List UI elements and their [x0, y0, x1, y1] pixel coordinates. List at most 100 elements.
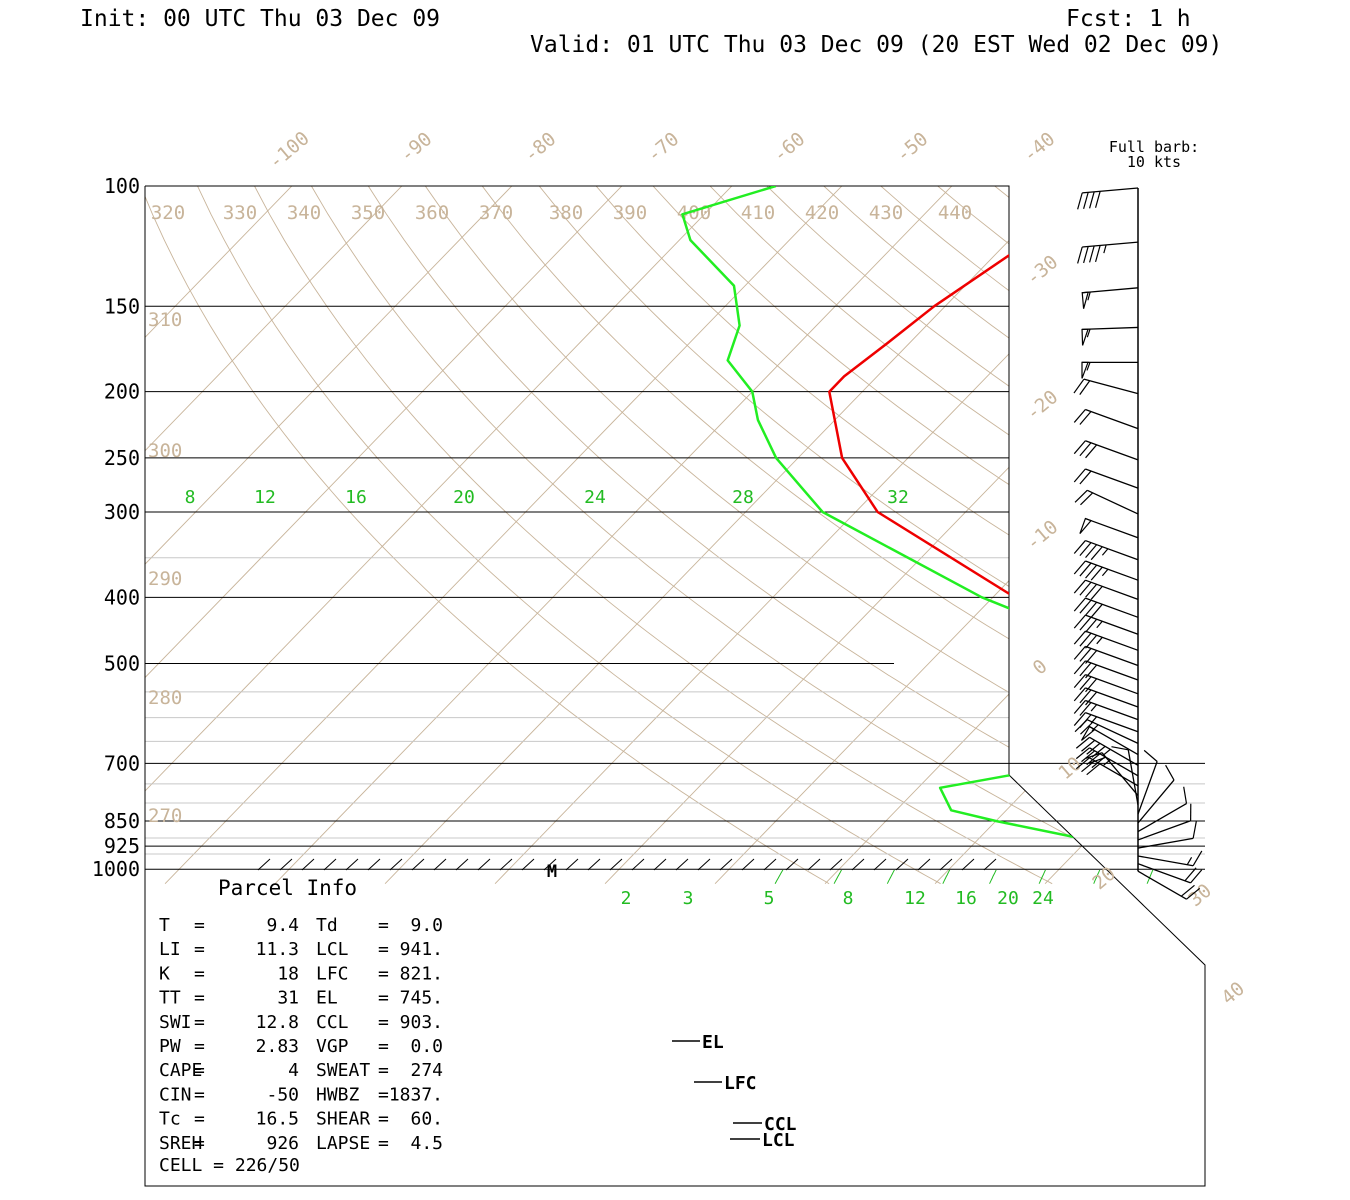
- barb-shaft: [1127, 749, 1139, 806]
- theta-label: 370: [479, 202, 513, 224]
- theta-label: 310: [148, 309, 182, 331]
- mixing-ratio-line: [833, 870, 843, 884]
- barb-half-flag: [1096, 620, 1103, 629]
- barb-flag: [1111, 746, 1129, 751]
- barb-half-flag: [1091, 724, 1099, 732]
- pressure-label: 150: [104, 294, 140, 318]
- mixing-ratio-line: [1242, 675, 1321, 869]
- mixing-ratio-line: [1206, 664, 1299, 884]
- barb-flag: [1094, 191, 1101, 208]
- wind-barb: [1074, 719, 1139, 744]
- barb-flag: [1085, 583, 1098, 598]
- barb-flag: [1079, 581, 1092, 596]
- wind-barb: [1073, 687, 1139, 708]
- dry-adiabat-line: [459, 186, 1205, 885]
- parcel-param-label: SREH: [159, 1133, 202, 1154]
- parcel-param-label: T: [159, 915, 170, 936]
- parcel-equals: =: [378, 1133, 389, 1154]
- barb-pennant: [1079, 517, 1093, 534]
- pressure-label: 300: [104, 500, 140, 524]
- barb-flag: [1079, 662, 1092, 677]
- wind-barb: [1137, 821, 1197, 849]
- barb-flag: [1079, 380, 1091, 395]
- mixing-ratio-line: [1100, 392, 1247, 664]
- barb-shaft: [1082, 326, 1139, 331]
- parcel-param-value: 941.: [400, 939, 443, 960]
- level-label: CCL: [764, 1114, 797, 1135]
- dry-adiabat-line: [1067, 186, 1205, 885]
- hatch-mark: [719, 858, 733, 871]
- wind-barb: [1137, 863, 1203, 884]
- barb-pennant: [1081, 361, 1089, 379]
- barb-flag: [1073, 712, 1086, 726]
- barb-flag: [1085, 752, 1103, 759]
- parcel-param-value: 0.0: [410, 1036, 443, 1057]
- barb-shaft: [1089, 757, 1139, 787]
- theta-label: 390: [613, 202, 647, 224]
- mixing-ratio-label: 24: [584, 487, 606, 508]
- hatch-mark: [895, 858, 909, 871]
- parcel-param-label: TT: [159, 988, 181, 1009]
- freezing-level-marker: M: [547, 862, 557, 882]
- barb-flag: [1079, 470, 1092, 485]
- barb-flag: [1090, 546, 1103, 561]
- parcel-equals: =: [194, 939, 205, 960]
- barb-shaft: [1085, 597, 1139, 618]
- mixing-ratio-label: 20: [997, 888, 1019, 909]
- theta-label: 420: [805, 202, 839, 224]
- barb-flag: [1075, 747, 1090, 760]
- parcel-equals: =: [378, 1109, 389, 1130]
- parcel-equals: =: [378, 963, 389, 984]
- barb-flag: [1077, 246, 1083, 264]
- wind-barb: [1075, 757, 1139, 787]
- barb-flag: [1080, 492, 1094, 506]
- parcel-param-value: 4.5: [410, 1133, 443, 1154]
- mixing-ratio-line: [886, 870, 895, 884]
- hatch-mark: [785, 858, 799, 871]
- barb-flag: [1079, 648, 1092, 662]
- barb-shaft: [1085, 630, 1139, 651]
- isotherm-line: [604, 186, 1205, 884]
- parcel-equals: =: [194, 988, 205, 1009]
- parcel-param-value: 926: [266, 1133, 299, 1154]
- barb-flag: [1090, 603, 1103, 618]
- barb-shaft: [1085, 660, 1139, 681]
- dry-adiabat-line: [625, 186, 1205, 885]
- barb-flag: [1183, 786, 1188, 804]
- barb-half-flag: [1103, 748, 1111, 756]
- theta-label: 300: [148, 440, 182, 462]
- hatch-mark: [653, 858, 667, 871]
- dry-adiabat-line: [238, 186, 1053, 885]
- barb-shaft: [1089, 747, 1139, 777]
- barb-flag: [1086, 753, 1101, 766]
- barb-flag: [1085, 634, 1098, 649]
- barb-shaft: [1086, 489, 1139, 515]
- valid-time: Valid: 01 UTC Thu 03 Dec 09 (20 EST Wed …: [530, 32, 1222, 58]
- barb-flag: [1073, 614, 1086, 629]
- parcel-param-value: 12.8: [256, 1012, 299, 1033]
- mixing-ratio-label: 12: [904, 888, 926, 909]
- pressure-label: 100: [104, 174, 140, 198]
- barb-flag: [1186, 887, 1201, 900]
- parcel-param-value: 11.3: [256, 939, 299, 960]
- parcel-param-label: EL: [316, 988, 338, 1009]
- isotherm-label: 10: [1054, 753, 1086, 785]
- isotherm-line: [494, 186, 1203, 884]
- barb-flag: [1081, 760, 1096, 773]
- barb-flag: [1090, 585, 1103, 600]
- parcel-info-title: Parcel Info: [218, 876, 357, 900]
- barb-shaft: [1085, 539, 1139, 561]
- barb-flag: [1086, 742, 1101, 755]
- theta-label: 400: [677, 202, 711, 224]
- parcel-info-panel: Parcel Info T = 9.4 Td = 9.0 LI = 11.3 LCL = 941. K =…: [159, 876, 443, 1176]
- barb-flag: [1081, 750, 1096, 763]
- dry-adiabat-line: [680, 186, 1205, 885]
- dry-adiabat-line: [846, 186, 1205, 885]
- theta-label: 270: [148, 805, 182, 827]
- barb-shaft: [1089, 726, 1139, 756]
- dry-adiabat-line: [1344, 155, 1350, 884]
- barb-flag: [1090, 566, 1103, 581]
- barb-half-flag: [1096, 636, 1103, 645]
- hatch-mark: [939, 858, 953, 871]
